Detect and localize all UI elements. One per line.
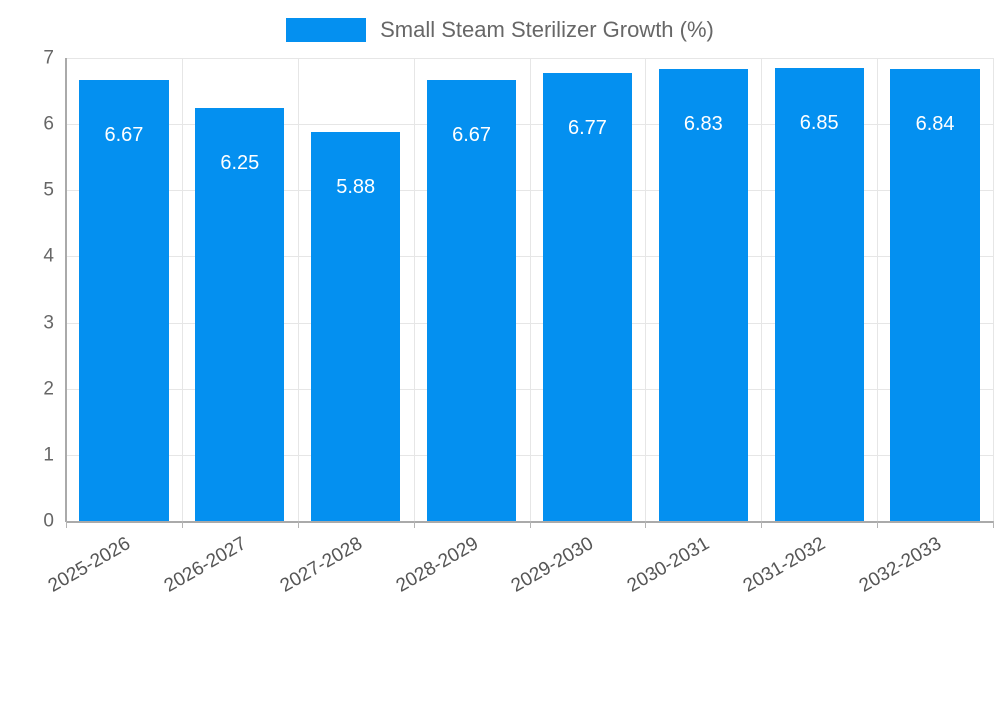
gridline-vertical [530, 58, 531, 521]
gridline-vertical [182, 58, 183, 521]
gridline-vertical [414, 58, 415, 521]
bar-chart: Small Steam Sterilizer Growth (%) 0 1 2 3 4 5… [0, 0, 1000, 600]
x-axis-tick-mark [66, 521, 67, 528]
x-axis-tick-mark [877, 521, 878, 528]
x-axis-tick-mark [298, 521, 299, 528]
x-axis-tick-labels: 2025-2026 2026-2027 2027-2028 2028-2029 2029… [45, 521, 994, 597]
y-axis-tick-label: 5 [43, 179, 54, 201]
y-axis-tick-label: 1 [43, 444, 54, 466]
gridline-horizontal [66, 388, 993, 390]
x-axis-line [66, 521, 993, 523]
x-axis-tick-mark [530, 521, 531, 528]
bar[interactable] [774, 67, 864, 521]
bar-slot: 6.77 [530, 58, 646, 521]
x-axis-tick-mark [414, 521, 415, 528]
bar[interactable] [195, 107, 285, 521]
gridline-vertical [761, 58, 762, 521]
x-axis-tick-mark [645, 521, 646, 528]
y-axis-tick-label: 7 [43, 47, 54, 69]
gridline-vertical [877, 58, 878, 521]
gridline-horizontal [66, 58, 993, 59]
gridline-horizontal [66, 190, 993, 192]
gridline-horizontal [66, 454, 993, 456]
y-axis-line [65, 58, 67, 522]
chart-legend: Small Steam Sterilizer Growth (%) [0, 12, 1000, 48]
gridline-horizontal [66, 322, 993, 324]
x-axis-tick-mark [761, 521, 762, 528]
gridline-vertical [993, 58, 994, 521]
legend-color-swatch-icon [286, 18, 367, 42]
y-axis-tick-label: 6 [43, 113, 54, 135]
y-axis-tick-labels: 0 1 2 3 4 5 6 7 [0, 0, 54, 600]
bar-slot: 5.88 [298, 58, 414, 521]
gridline-vertical [645, 58, 646, 521]
bar[interactable] [542, 73, 633, 521]
legend-item-small-steam-sterilizer-growth[interactable]: Small Steam Sterilizer Growth (%) [286, 18, 714, 42]
bar[interactable] [311, 132, 401, 521]
y-axis-tick-label: 4 [43, 245, 54, 267]
y-axis-tick-label: 0 [43, 510, 54, 532]
gridline-vertical [298, 58, 299, 521]
gridline-horizontal [66, 124, 993, 126]
x-axis-tick-mark [182, 521, 183, 528]
y-axis-tick-label: 2 [43, 378, 54, 400]
bar-slot: 6.67 [414, 58, 530, 521]
bar[interactable] [890, 68, 980, 521]
bar[interactable] [79, 79, 169, 521]
gridline-horizontal [66, 256, 993, 258]
bar-slot: 6.83 [645, 58, 761, 521]
bar[interactable] [658, 69, 748, 521]
bar[interactable] [426, 79, 517, 521]
y-axis-tick-label: 3 [43, 312, 54, 334]
legend-item-label: Small Steam Sterilizer Growth (%) [380, 17, 714, 42]
x-axis-tick-mark [993, 521, 994, 528]
